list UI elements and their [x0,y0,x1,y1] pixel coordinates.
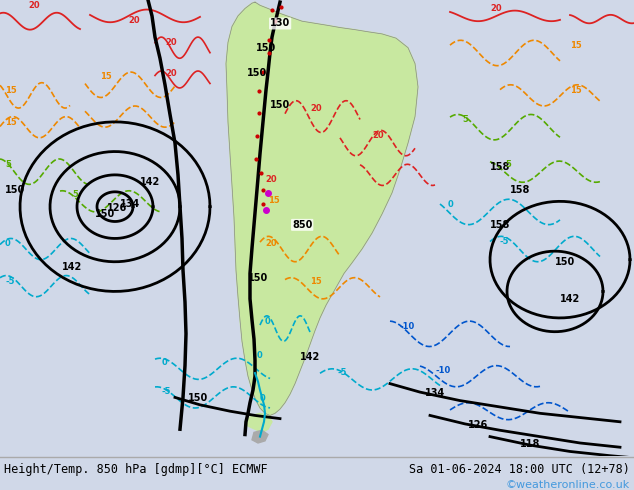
Text: Sa 01-06-2024 18:00 UTC (12+78): Sa 01-06-2024 18:00 UTC (12+78) [409,464,630,476]
Text: 15: 15 [310,277,321,286]
Text: 20: 20 [128,16,139,25]
Text: 0: 0 [448,199,454,209]
Text: 0: 0 [162,358,168,367]
Text: 15: 15 [100,73,112,81]
Text: 20: 20 [265,175,276,184]
Text: 150: 150 [247,68,268,78]
Polygon shape [226,2,418,416]
Text: 150: 150 [270,100,290,110]
Text: 150: 150 [555,257,575,267]
Text: 0: 0 [257,351,262,360]
Text: 142: 142 [560,294,580,304]
Text: 142: 142 [300,352,320,362]
Text: 130: 130 [270,19,290,28]
Text: 150: 150 [188,392,208,403]
Text: 20: 20 [310,104,321,113]
Text: 134: 134 [120,198,140,209]
Text: 0: 0 [265,318,271,326]
Text: 5: 5 [5,160,11,170]
Text: 150: 150 [95,209,115,219]
Text: 150: 150 [248,273,268,283]
Text: -5: -5 [500,237,510,246]
Text: 5: 5 [505,160,511,170]
Text: -5: -5 [162,387,172,396]
Text: 15: 15 [5,86,16,95]
Text: -10: -10 [400,321,415,331]
Text: 142: 142 [62,262,82,272]
Text: 850: 850 [292,220,313,230]
Text: 20: 20 [372,131,384,140]
Polygon shape [252,430,268,443]
Text: 15: 15 [570,41,582,49]
Text: -5: -5 [5,277,15,286]
Text: 20: 20 [28,1,39,10]
Text: 134: 134 [425,389,445,398]
Text: 0: 0 [260,393,266,403]
Text: Height/Temp. 850 hPa [gdmp][°C] ECMWF: Height/Temp. 850 hPa [gdmp][°C] ECMWF [4,464,268,476]
Text: 158: 158 [510,185,531,195]
Text: 150: 150 [256,43,276,53]
Text: ©weatheronline.co.uk: ©weatheronline.co.uk [506,480,630,490]
Polygon shape [245,413,272,432]
Text: 126: 126 [468,420,488,430]
Text: 142: 142 [140,177,160,188]
Text: 20: 20 [165,38,177,47]
Text: 126: 126 [107,203,127,213]
Text: 20: 20 [490,3,501,13]
Text: -10: -10 [435,366,450,375]
Text: 15: 15 [570,86,582,95]
Text: 158: 158 [490,220,510,230]
Text: 20: 20 [165,69,177,78]
Text: 20: 20 [265,239,276,248]
Text: 5: 5 [462,115,468,124]
Text: 5: 5 [72,190,78,199]
Text: 150: 150 [5,185,25,195]
Text: -5: -5 [338,368,347,377]
Text: 158: 158 [490,162,510,172]
Text: 15: 15 [5,118,16,127]
Text: 118: 118 [520,439,540,449]
Text: 0: 0 [5,239,11,248]
Text: 15: 15 [268,196,280,205]
